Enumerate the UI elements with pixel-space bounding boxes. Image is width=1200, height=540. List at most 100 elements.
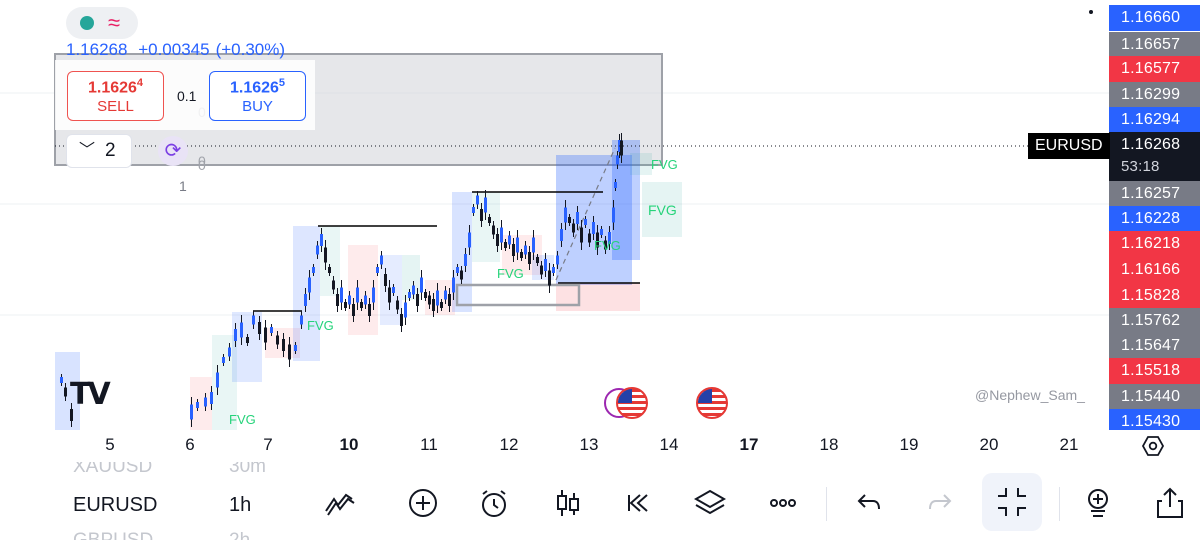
candle-body [428, 295, 431, 305]
time-axis-label: 5 [105, 435, 115, 454]
candle-body [584, 219, 587, 225]
time-axis[interactable]: 5 6 7 10 11 12 13 14 17 18 19 20 21 [0, 430, 1200, 460]
alarm-icon[interactable] [476, 485, 512, 521]
symbol-current[interactable]: EURUSD [73, 494, 158, 516]
layers-icon[interactable] [692, 485, 728, 521]
candle-body [270, 327, 273, 333]
us-flag-event-icon[interactable] [696, 387, 728, 419]
zone-rect[interactable] [293, 226, 320, 361]
candle-body [336, 294, 339, 306]
price-scale-label: 1.16268 53:18 [1109, 132, 1200, 182]
candle-body [468, 232, 471, 248]
candle-body [456, 267, 459, 273]
time-axis-label: 10 [339, 435, 359, 454]
candle-body [576, 212, 579, 224]
timeframe-next[interactable]: 2h [229, 530, 250, 540]
price-scale-label: 1.15647 [1109, 333, 1200, 359]
drawing-tools-icon[interactable] [322, 485, 358, 521]
price-scale-label: 1.16257 [1109, 181, 1200, 207]
zone-rect[interactable] [452, 192, 472, 312]
trend-line[interactable] [555, 147, 616, 281]
symbol-prev[interactable]: XAUUSD [73, 462, 153, 477]
candle-body [532, 237, 535, 253]
price-scale[interactable]: 1.16660 1.16657 1.16577 1.16299 1.16294 1.162… [1109, 0, 1200, 430]
quantity-selector[interactable]: ﹀ 2 [66, 134, 132, 168]
sell-button[interactable]: 1.16264 SELL [67, 71, 164, 121]
candle-body [308, 277, 311, 293]
order-block-box[interactable] [455, 283, 581, 307]
object-tree-icon[interactable] [1080, 485, 1116, 521]
candle-body [376, 267, 379, 273]
chart-settings-icon[interactable] [1141, 434, 1165, 458]
candle-body [380, 255, 383, 265]
zone-rect[interactable] [630, 153, 652, 175]
candle-body [240, 322, 243, 338]
add-icon[interactable] [405, 485, 441, 521]
candle-body [282, 339, 285, 351]
candle-body [496, 234, 499, 246]
candle-body [548, 270, 551, 286]
fvg-label: FVG [651, 157, 678, 172]
candle-body [294, 345, 297, 351]
candle-body [432, 299, 435, 311]
candle-body [352, 304, 355, 316]
price-scale-label: 1.15828 [1109, 283, 1200, 309]
time-axis-label: 13 [579, 435, 599, 454]
candle-body [316, 245, 319, 255]
symbol-price-flag: EURUSD [1028, 133, 1110, 159]
candle-body [484, 197, 487, 213]
timeframe-current[interactable]: 1h [229, 494, 252, 516]
candle-body [324, 247, 327, 263]
candle-body [604, 240, 607, 250]
spread-value: 0.1 [177, 88, 197, 104]
candle-body [364, 295, 367, 305]
candle-body [508, 235, 511, 245]
candles-icon[interactable] [550, 485, 586, 521]
more-icon[interactable] [765, 485, 801, 521]
range-axis-label: 1 [179, 178, 187, 194]
sync-icon[interactable]: ⟳ [158, 136, 188, 166]
price-scale-label: 1.15762 [1109, 308, 1200, 334]
candle-body [556, 255, 559, 265]
menu-dot-icon[interactable] [1089, 10, 1093, 14]
replay-icon[interactable] [620, 485, 656, 521]
zone-rect[interactable] [190, 377, 212, 430]
candle-body [592, 222, 595, 234]
share-icon[interactable] [1152, 485, 1188, 521]
candle-body [340, 287, 343, 303]
zone-rect[interactable] [556, 283, 640, 311]
redo-icon[interactable] [922, 485, 958, 521]
chart-area[interactable]: FVG FVG FVG FVG FVG FVG 1 0 0 0 ≈ 1.1626… [0, 0, 1200, 430]
undo-icon[interactable] [851, 485, 887, 521]
tradingview-logo: TV [70, 377, 111, 412]
us-flag-event-icon[interactable] [616, 387, 648, 419]
candle-body [444, 290, 447, 300]
candle-body [512, 244, 515, 256]
candle-body [348, 295, 351, 305]
candle-body [476, 195, 479, 205]
time-axis-label: 7 [263, 435, 273, 454]
price-scale-label: 1.16166 [1109, 257, 1200, 283]
price-scale-label: 1.16228 [1109, 206, 1200, 232]
candle-body [196, 402, 199, 408]
market-status-pill[interactable]: ≈ [66, 7, 138, 39]
candle-body [452, 277, 455, 293]
candle-body [520, 252, 523, 258]
zone-rect[interactable] [55, 352, 80, 430]
candle-body [222, 357, 225, 363]
timeframe-prev[interactable]: 30m [229, 462, 266, 477]
candle-body [504, 242, 507, 248]
buy-price-pip: 5 [278, 77, 286, 89]
zone-rect[interactable] [232, 312, 262, 382]
zone-rect[interactable] [402, 255, 420, 300]
candle-body [384, 274, 387, 286]
price-scale-label: 1.16299 [1109, 82, 1200, 108]
fullscreen-exit-icon[interactable] [982, 473, 1042, 531]
candle-body [416, 294, 419, 306]
symbol-next[interactable]: GBPUSD [73, 530, 153, 540]
candle-body [328, 267, 331, 273]
candle-body [572, 223, 575, 233]
price-change: +0.00345 [138, 40, 210, 59]
zone-rect[interactable] [642, 182, 682, 237]
buy-button[interactable]: 1.16265 BUY [209, 71, 306, 121]
